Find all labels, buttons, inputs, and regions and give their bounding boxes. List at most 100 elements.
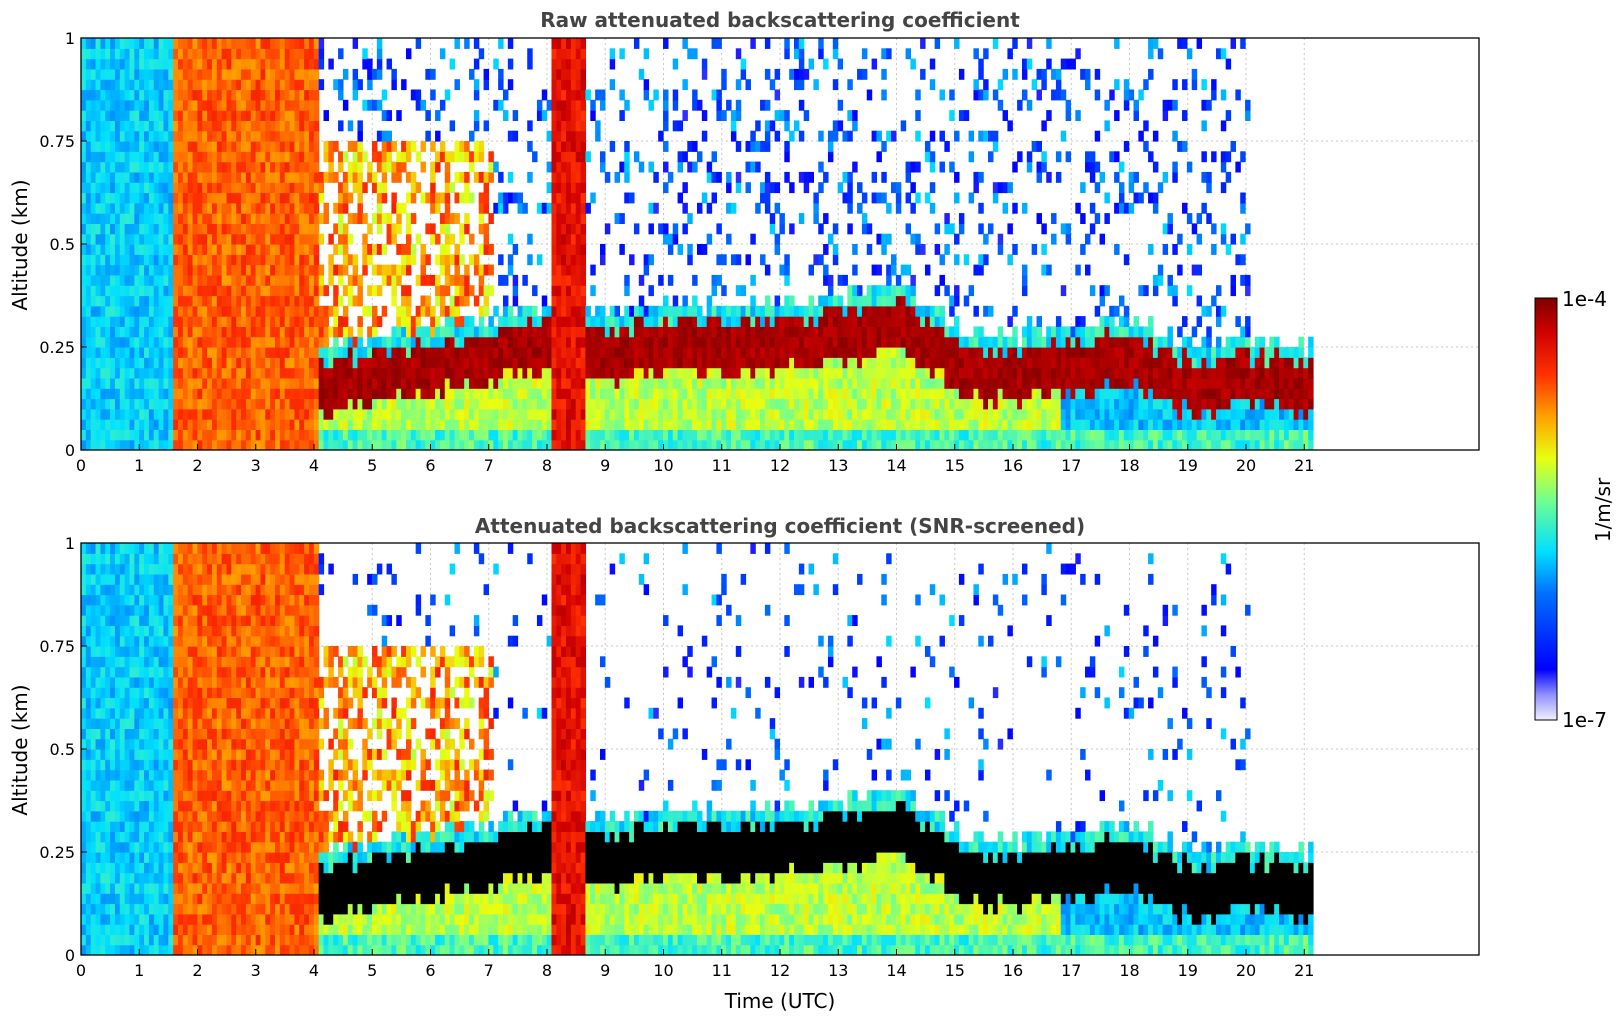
top-heatmap-cell [114, 161, 121, 173]
top-heatmap-cell [178, 141, 184, 152]
top-heatmap-cell [342, 388, 349, 400]
top-heatmap-cell [90, 182, 97, 194]
top-heatmap-cell [211, 213, 218, 224]
top-heatmap-cell [692, 439, 698, 450]
top-heatmap-cell [250, 244, 257, 255]
top-heatmap-cell [289, 48, 296, 60]
top-heatmap-cell [818, 347, 824, 358]
top-heatmap-cell [178, 367, 184, 379]
top-heatmap-cell [614, 398, 620, 410]
top-heatmap-cell [454, 192, 460, 204]
top-heatmap-cell [129, 326, 135, 338]
top-heatmap-cell [430, 305, 436, 317]
top-heatmap-cell [823, 58, 829, 70]
top-heatmap-cell [182, 254, 189, 266]
top-heatmap-cell [900, 439, 907, 450]
top-heatmap-cell [197, 429, 203, 441]
top-heatmap-cell [148, 398, 155, 410]
top-heatmap-cell [968, 336, 975, 348]
top-heatmap-cell [701, 336, 708, 348]
top-heatmap-cell [444, 182, 451, 194]
top-heatmap-cell [512, 316, 519, 327]
top-heatmap-cell [469, 161, 475, 173]
top-heatmap-cell [114, 347, 121, 358]
top-heatmap-cell [527, 439, 533, 450]
top-heatmap-cell [726, 202, 732, 214]
top-heatmap-cell [318, 377, 325, 389]
top-heatmap-cell [929, 398, 936, 410]
top-heatmap-cell [250, 120, 257, 132]
top-heatmap-cell [575, 347, 582, 358]
top-heatmap-cell [580, 305, 587, 317]
top-heatmap-cell [924, 141, 931, 152]
top-heatmap-cell [294, 99, 300, 111]
top-heatmap-cell [105, 89, 111, 101]
top-heatmap-cell [245, 141, 252, 152]
top-heatmap-cell [139, 408, 145, 420]
top-heatmap-cell [963, 254, 970, 266]
top-heatmap-cell [241, 244, 247, 255]
top-heatmap-cell [139, 141, 145, 152]
top-heatmap-cell [837, 58, 844, 70]
top-heatmap-cell [173, 388, 179, 400]
top-heatmap-cell [294, 244, 300, 255]
top-heatmap-cell [221, 326, 228, 338]
top-heatmap-cell [144, 99, 150, 111]
top-heatmap-cell [178, 213, 184, 224]
top-heatmap-cell [420, 429, 426, 441]
top-heatmap-cell [784, 336, 790, 348]
top-heatmap-cell [512, 408, 519, 420]
top-heatmap-cell [342, 99, 349, 111]
top-heatmap-cell [139, 182, 145, 194]
top-heatmap-cell [575, 336, 582, 348]
top-heatmap-cell [701, 130, 708, 142]
top-heatmap-cell [648, 326, 654, 338]
top-heatmap-cell [541, 305, 548, 317]
top-heatmap-cell [124, 367, 131, 379]
top-heatmap-cell [580, 254, 587, 266]
top-heatmap-cell [532, 316, 538, 327]
top-heatmap-cell [469, 398, 475, 410]
top-heatmap-cell [483, 326, 490, 338]
top-heatmap-cell [832, 120, 839, 132]
top-heatmap-cell [512, 388, 519, 400]
top-heatmap-cell [590, 110, 596, 121]
top-heatmap-cell [764, 408, 771, 420]
top-heatmap-cell [134, 377, 140, 389]
top-heatmap-cell [813, 367, 819, 379]
top-heatmap-cell [173, 151, 179, 163]
top-heatmap-cell [444, 367, 451, 379]
top-heatmap-cell [590, 419, 596, 430]
top-heatmap-cell [905, 326, 912, 338]
top-heatmap-cell [876, 305, 882, 317]
top-heatmap-cell [85, 171, 92, 183]
top-heatmap-cell [546, 316, 553, 327]
top-heatmap-cell [454, 171, 460, 183]
top-heatmap-cell [551, 264, 557, 276]
top-heatmap-cell [949, 347, 955, 358]
top-heatmap-cell [178, 326, 184, 338]
top-heatmap-cell [439, 367, 446, 379]
top-heatmap-cell [837, 295, 844, 307]
top-heatmap-cell [231, 130, 237, 142]
top-heatmap-cell [236, 192, 242, 204]
top-heatmap-cell [599, 429, 606, 441]
top-heatmap-cell [483, 79, 490, 91]
top-heatmap-cell [386, 110, 393, 121]
top-heatmap-cell [973, 367, 979, 379]
top-heatmap-cell [187, 377, 194, 389]
top-heatmap-cell [153, 439, 160, 450]
top-heatmap-cell [226, 161, 232, 173]
top-heatmap-cell [924, 439, 931, 450]
top-heatmap-cell [561, 429, 567, 441]
top-heatmap-cell [886, 326, 892, 338]
top-heatmap-cell [430, 398, 436, 410]
top-heatmap-cell [95, 233, 101, 245]
top-heatmap-cell [173, 99, 179, 111]
top-heatmap-cell [85, 316, 92, 327]
top-heatmap-cell [231, 161, 237, 173]
top-heatmap-cell [299, 192, 305, 204]
top-heatmap-cell [178, 264, 184, 276]
top-heatmap-cell [527, 429, 533, 441]
top-heatmap-cell [178, 58, 184, 70]
